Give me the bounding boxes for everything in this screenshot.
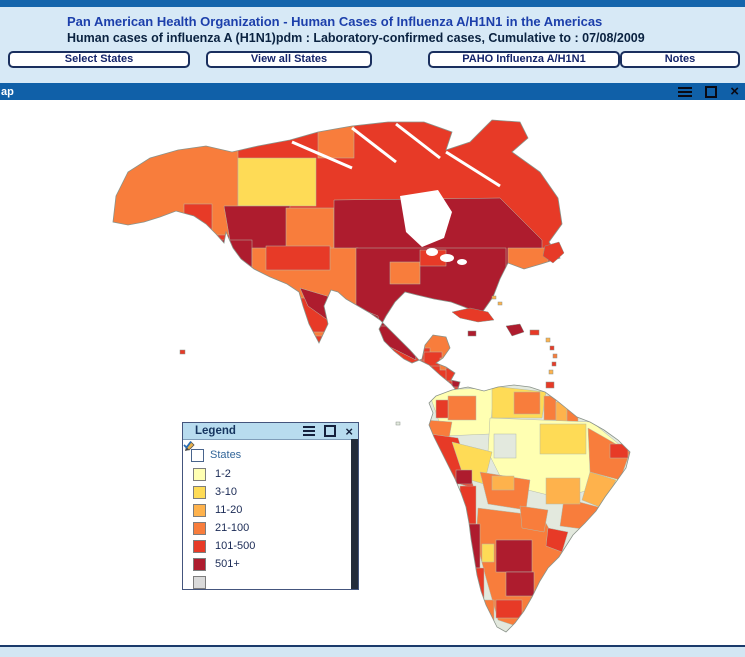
states-layer-label: States: [210, 449, 242, 461]
top-blue-strip: [0, 0, 745, 7]
menu-icon[interactable]: [678, 86, 693, 97]
states-layer-checkbox[interactable]: [183, 440, 204, 462]
legend-items: 1-2 3-10 11-20 21-100 101-500 501+: [191, 465, 358, 589]
header-button-row: Select States View all States PAHO Influ…: [0, 51, 745, 73]
map-window-title: ap: [1, 85, 14, 98]
legend-color-swatch: [193, 557, 206, 571]
app-header: Pan American Health Organization - Human…: [0, 7, 745, 83]
maximize-icon[interactable]: [705, 85, 718, 98]
legend-row: 11-20: [193, 501, 358, 519]
americas-choropleth-map[interactable]: [0, 100, 745, 645]
legend-titlebar[interactable]: Legend ×: [183, 423, 358, 440]
legend-row: 1-2: [193, 465, 358, 483]
select-states-button[interactable]: Select States: [8, 51, 190, 68]
legend-close-icon[interactable]: ×: [345, 423, 353, 439]
legend-title: Legend: [195, 425, 236, 437]
legend-class-label: 501+: [215, 558, 240, 570]
legend-maximize-icon[interactable]: [324, 425, 337, 437]
notes-button[interactable]: Notes: [620, 51, 740, 68]
south-america-outline: [428, 384, 631, 633]
legend-row: [193, 573, 358, 589]
legend-class-label: 1-2: [215, 468, 231, 480]
legend-layer-row: States: [183, 440, 358, 465]
legend-class-label: 3-10: [215, 486, 238, 498]
close-icon[interactable]: ×: [730, 83, 739, 100]
north-america-outline: [112, 119, 563, 397]
legend-row: 501+: [193, 555, 358, 573]
legend-window-controls: ×: [303, 425, 353, 438]
legend-class-label: 11-20: [215, 504, 243, 516]
legend-color-swatch: [193, 521, 206, 535]
view-all-states-button[interactable]: View all States: [206, 51, 372, 68]
legend-menu-icon[interactable]: [303, 426, 316, 436]
legend-row: 101-500: [193, 537, 358, 555]
legend-class-label: 21-100: [215, 522, 250, 534]
map-viewport: Legend ×: [0, 100, 745, 645]
caribbean-islands: [179, 241, 565, 426]
legend-body: States 1-2 3-10 11-20 21-100 101-500 501…: [183, 440, 358, 589]
paho-influenza-button[interactable]: PAHO Influenza A/H1N1: [428, 51, 620, 68]
page-subtitle: Human cases of influenza A (H1N1)pdm : L…: [67, 31, 645, 45]
legend-color-swatch: [193, 575, 206, 589]
legend-color-swatch: [193, 485, 206, 499]
bottom-blue-strip: [0, 647, 745, 657]
map-window: ap ×: [0, 83, 745, 645]
legend-color-swatch: [193, 503, 206, 517]
legend-color-swatch: [193, 467, 206, 481]
page-title: Pan American Health Organization - Human…: [67, 14, 603, 29]
bottom-divider: [0, 645, 745, 647]
legend-class-label: 101-500: [215, 540, 256, 552]
map-window-titlebar[interactable]: ap ×: [0, 83, 745, 100]
legend-row: 21-100: [193, 519, 358, 537]
water-features: [291, 122, 501, 265]
legend-color-swatch: [193, 539, 206, 553]
check-icon: [183, 440, 192, 449]
legend-scrollbar[interactable]: [351, 439, 358, 589]
map-window-controls: ×: [678, 84, 739, 99]
legend-window: Legend ×: [182, 422, 359, 590]
legend-row: 3-10: [193, 483, 358, 501]
